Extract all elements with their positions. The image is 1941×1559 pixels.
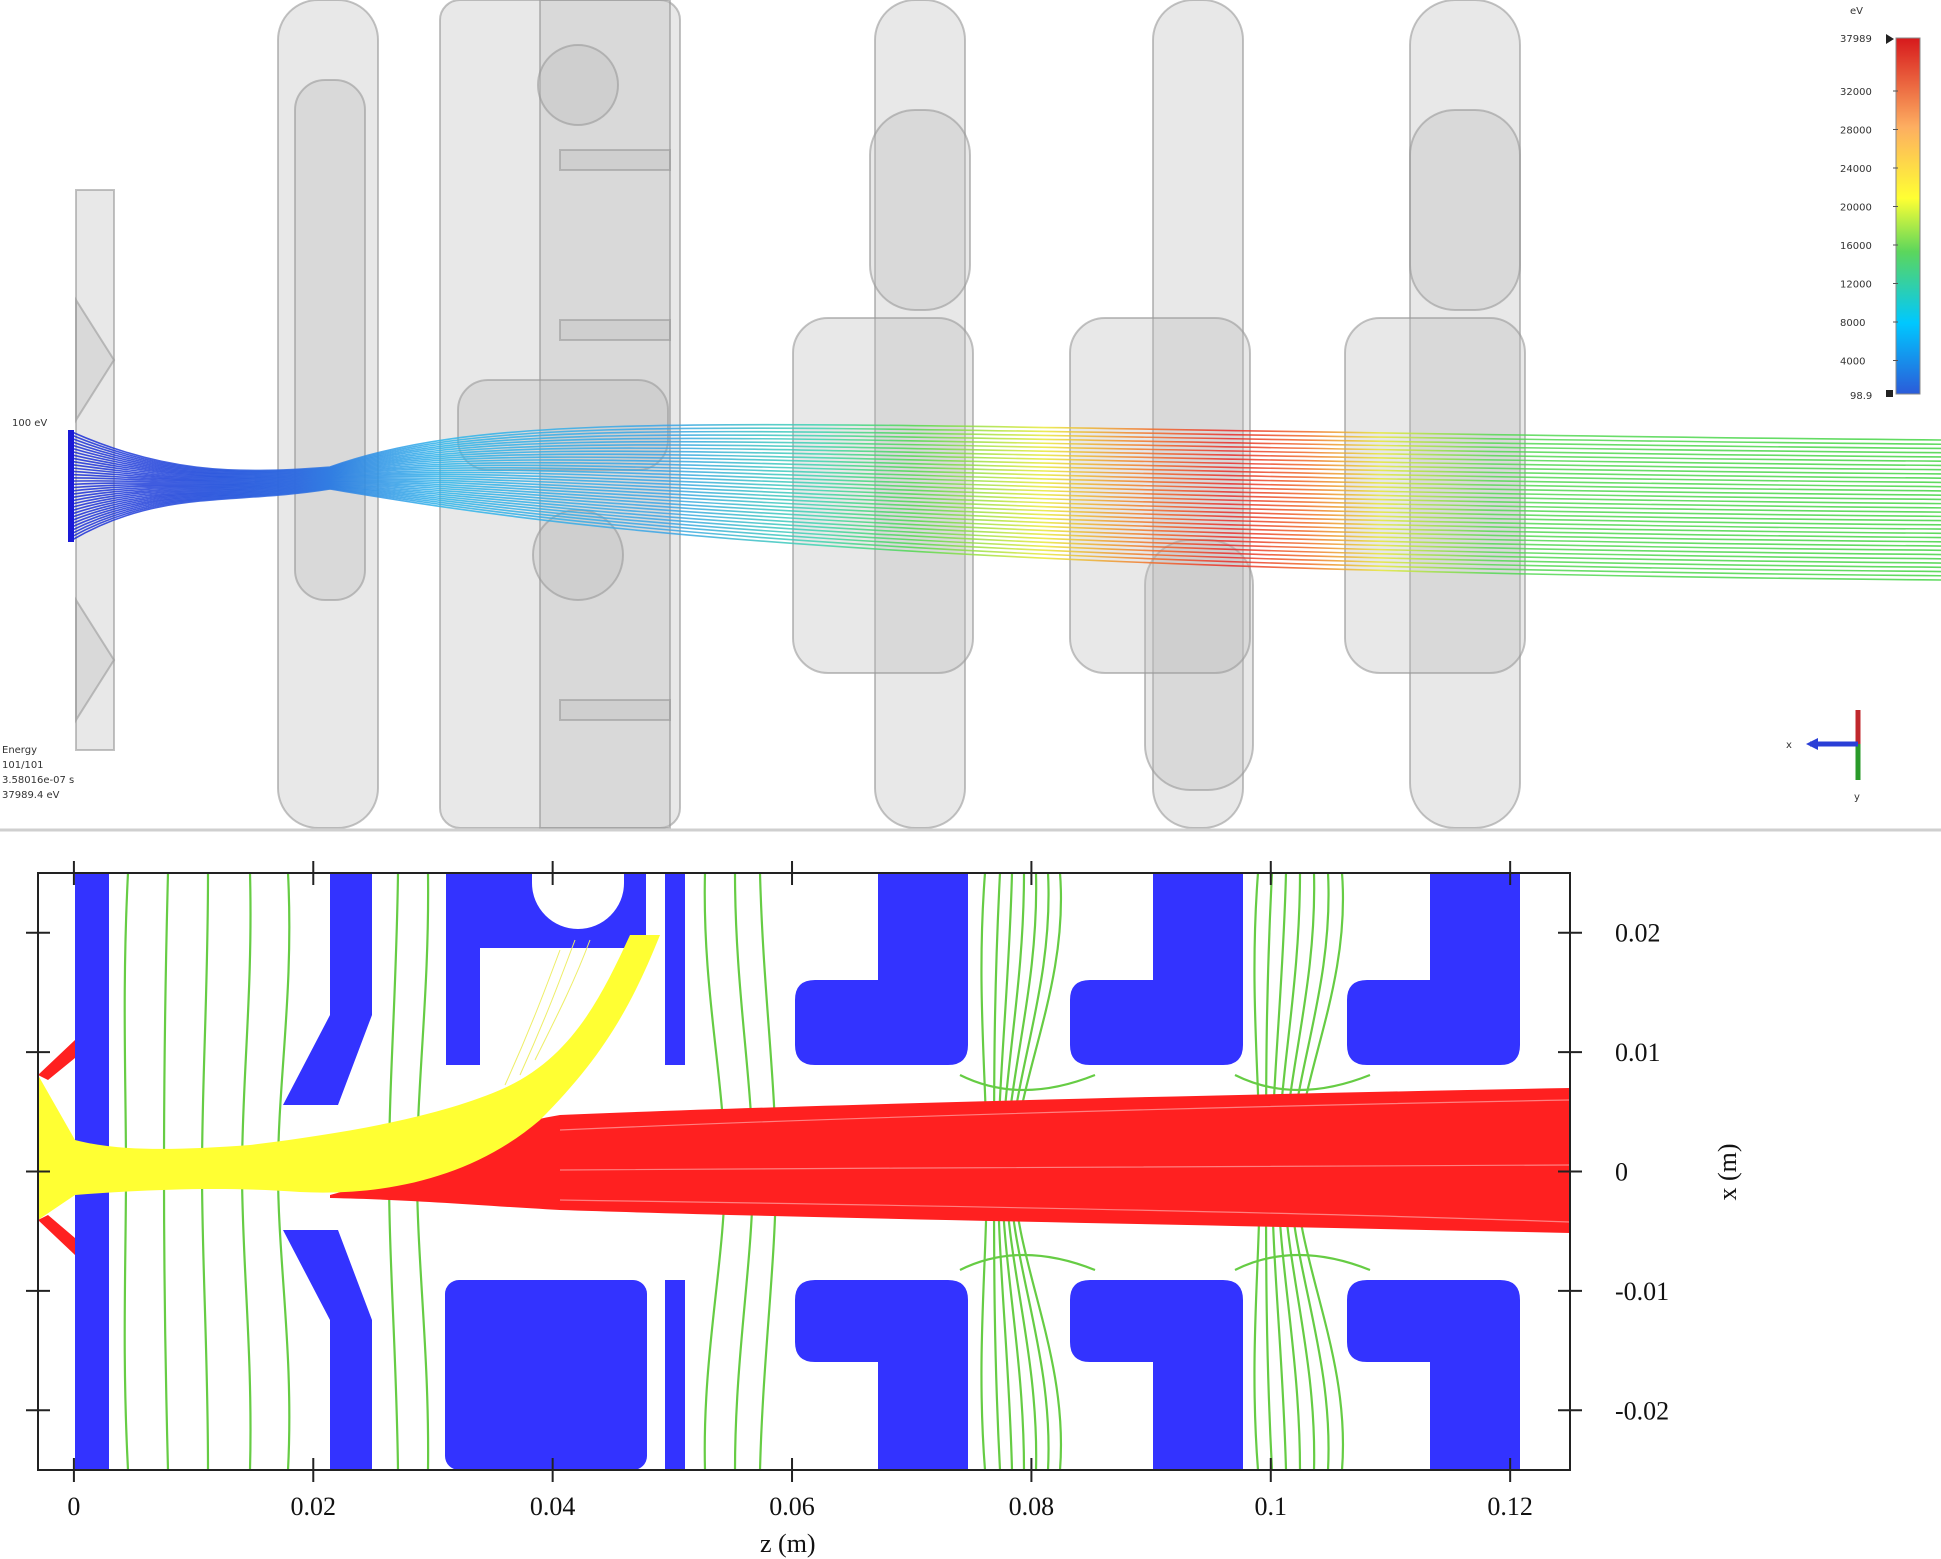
beam-trajectory-line	[71, 430, 1941, 473]
x-tick-label: 0	[67, 1492, 80, 1521]
source-energy-label: 100 eV	[12, 418, 47, 429]
x-tick-label: 0.12	[1487, 1492, 1533, 1521]
beam-trajectory-line	[71, 480, 1941, 535]
colorbar-max-label: 37989	[1840, 34, 1872, 45]
beam-trajectories-3d	[71, 423, 1941, 581]
x-tick-label: 0.08	[1009, 1492, 1055, 1521]
y-tick-label: -0.01	[1615, 1277, 1669, 1306]
beam-trajectory-line	[71, 483, 1941, 552]
beam-trajectory-line	[71, 440, 1941, 476]
beam-trajectory-line	[71, 469, 1941, 505]
colorbar-tick-label: 4000	[1840, 357, 1865, 368]
plot-axes: 0 0.02 0.04 0.06 0.08 0.1 0.12 0.02 0.01 0 -0.01 -0…	[26, 861, 1669, 1521]
y-tick-label: 0.01	[1615, 1038, 1661, 1067]
beam-trajectory-line	[71, 487, 1941, 577]
colorbar-max-marker	[1886, 34, 1894, 44]
info-line-3: 3.58016e-07 s	[2, 775, 74, 786]
accelerated-beam-edges	[559, 1099, 1570, 1223]
info-panel: Energy 101/101 3.58016e-07 s 37989.4 eV	[2, 745, 74, 801]
initial-beam	[38, 935, 660, 1220]
axes-orientation-widget: x y	[1786, 710, 1861, 803]
x-tick-label: 0.02	[291, 1492, 337, 1521]
beam-trajectory-line	[71, 478, 1941, 526]
colorbar-gradient	[1895, 37, 1921, 395]
beam-trajectory-line	[71, 475, 1941, 518]
trajectory-plot: 0 0.02 0.04 0.06 0.08 0.1 0.12 0.02 0.01 0 -0.01 -0…	[26, 861, 1742, 1558]
beam-trajectory-line	[71, 484, 1941, 556]
y-tick-label: 0.02	[1615, 919, 1661, 948]
beam-trajectory-line	[71, 450, 1941, 478]
initial-beam-fan	[504, 939, 591, 1086]
colorbar-tick-label: 12000	[1840, 280, 1872, 291]
beam-trajectory-line	[71, 437, 1941, 475]
electrodes-2d	[75, 873, 1520, 1470]
equipotential-loop	[1234, 1073, 1371, 1092]
x-tick-label: 0.06	[769, 1492, 815, 1521]
emitter-source	[68, 430, 74, 542]
beam-trajectory-line	[71, 484, 1941, 560]
equipotential-loop	[1234, 1253, 1371, 1272]
y-tick-label: -0.02	[1615, 1396, 1669, 1425]
beam-trajectory-line	[71, 453, 1941, 479]
beam-trajectory-line	[71, 471, 1941, 509]
colorbar-min-label: 98.9	[1850, 391, 1872, 402]
beam-trajectory-line	[71, 464, 1941, 496]
colorbar-ticks: 32000 28000 24000 20000 16000 12000 8000 4000	[1840, 87, 1898, 368]
axis-widget-x-label: x	[1786, 740, 1792, 751]
beam-trajectory-line	[71, 459, 1941, 488]
info-line-1: Energy	[2, 745, 37, 756]
beam-trajectory-line	[71, 485, 1941, 564]
colorbar-unit: eV	[1850, 6, 1863, 17]
beam-trajectory-line	[71, 456, 1941, 484]
axis-widget-y-label: y	[1854, 792, 1860, 803]
beam-trajectory-line	[71, 461, 1941, 492]
colorbar-tick-label: 20000	[1840, 203, 1872, 214]
beam-trajectory-line	[71, 482, 1941, 543]
colorbar-tick-label: 8000	[1840, 318, 1865, 329]
beam-trajectory-line	[71, 477, 1941, 522]
top-3d-view: 100 eV Energy 101/101 3.58016e-07 s 3798…	[0, 0, 1941, 832]
beam-trajectory-line	[71, 447, 1941, 477]
energy-colorbar: eV 37989 32000 28000 24000 20000 16000 12000 8…	[1840, 6, 1921, 402]
equipotential-loop	[959, 1253, 1096, 1272]
y-tick-label: 0	[1615, 1158, 1628, 1187]
colorbar-min-marker	[1886, 390, 1893, 397]
beam-trajectory-line	[71, 486, 1941, 569]
colorbar-tick-label: 32000	[1840, 87, 1872, 98]
beam-trajectory-line	[71, 423, 1941, 472]
beam-trajectory-line	[71, 427, 1941, 472]
beam-trajectory-line	[71, 466, 1941, 501]
accelerated-beam	[330, 1088, 1570, 1233]
beam-trajectory-line	[71, 482, 1941, 547]
colorbar-tick-label: 28000	[1840, 126, 1872, 137]
equipotential-loop	[959, 1073, 1096, 1092]
x-axis-label: z (m)	[760, 1529, 816, 1558]
info-line-4: 37989.4 eV	[2, 790, 60, 801]
colorbar-tick-label: 24000	[1840, 164, 1872, 175]
beam-trajectory-line	[71, 473, 1941, 513]
beam-trajectory-line	[71, 481, 1941, 539]
x-tick-label: 0.04	[530, 1492, 576, 1521]
beam-trajectory-line	[71, 479, 1941, 530]
beam-trajectory-line	[71, 434, 1941, 474]
electrode-geometry	[75, 0, 1526, 829]
beam-trajectory-line	[71, 488, 1941, 581]
y-axis-label: x (m)	[1713, 1143, 1742, 1200]
colorbar-tick-label: 16000	[1840, 241, 1872, 252]
info-line-2: 101/101	[2, 760, 44, 771]
beam-trajectory-line	[71, 486, 1941, 573]
x-tick-label: 0.1	[1255, 1492, 1288, 1521]
beam-trajectory-line	[71, 444, 1941, 477]
